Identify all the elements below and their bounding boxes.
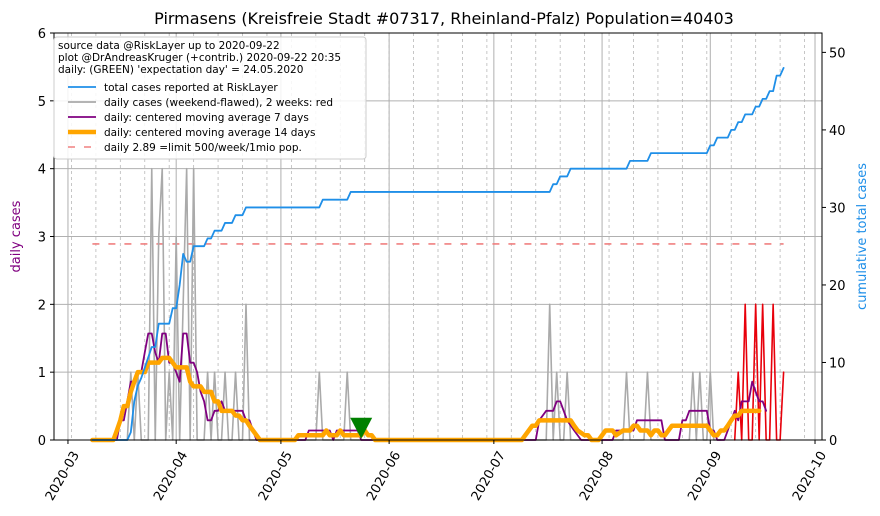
legend-entry-label: daily: centered moving average 14 days (104, 127, 316, 139)
y-right-axis-label: cumulative total cases (855, 163, 870, 310)
legend-header-line: daily: (GREEN) 'expectation day' = 24.05… (58, 64, 303, 76)
y-right-tick-label: 50 (829, 46, 846, 61)
x-tick-label: 2020-05 (256, 449, 296, 504)
y-right-tick-label: 10 (829, 356, 846, 371)
legend: source data @RiskLayer up to 2020-09-22p… (53, 36, 367, 160)
chart-title: Pirmasens (Kreisfreie Stadt #07317, Rhei… (154, 9, 734, 28)
y-right-tick-label: 40 (829, 124, 846, 139)
x-tick-label: 2020-10 (790, 449, 830, 504)
moving-average-14-line (90, 355, 762, 443)
y-right-tick-label: 20 (829, 279, 846, 294)
legend-entry-label: daily 2.89 =limit 500/week/1mio pop. (104, 142, 302, 154)
y-left-tick-label: 2 (38, 298, 46, 313)
y-left-axis-label: daily cases (9, 200, 24, 272)
y-left-tick-label: 3 (38, 231, 46, 246)
x-tick-label: 2020-06 (364, 449, 404, 504)
legend-header-line: plot @DrAndreasKruger (+contrib.) 2020-0… (58, 52, 341, 64)
y-left-tick-label: 5 (38, 95, 46, 110)
y-left-tick-label: 6 (38, 27, 46, 42)
x-tick-label: 2020-07 (469, 449, 509, 504)
y-left-tick-label: 4 (38, 163, 46, 178)
x-tick-label: 2020-08 (577, 449, 617, 504)
legend-header-line: source data @RiskLayer up to 2020-09-22 (58, 40, 280, 52)
y-left-tick-label: 1 (38, 366, 46, 381)
x-tick-label: 2020-09 (685, 449, 725, 504)
x-tick-label: 2020-03 (43, 449, 83, 504)
x-tick-label: 2020-04 (151, 449, 191, 504)
expectation-day-marker (350, 417, 373, 439)
y-right-tick-label: 0 (829, 434, 837, 449)
total-cases-line (91, 66, 785, 441)
legend-entry-label: total cases reported at RiskLayer (104, 82, 278, 94)
legend-entry-label: daily cases (weekend-flawed), 2 weeks: r… (104, 97, 333, 109)
legend-box (53, 36, 367, 160)
y-right-tick-label: 30 (829, 201, 846, 216)
legend-entry-label: daily: centered moving average 7 days (104, 112, 309, 124)
y-left-tick-label: 0 (38, 434, 46, 449)
